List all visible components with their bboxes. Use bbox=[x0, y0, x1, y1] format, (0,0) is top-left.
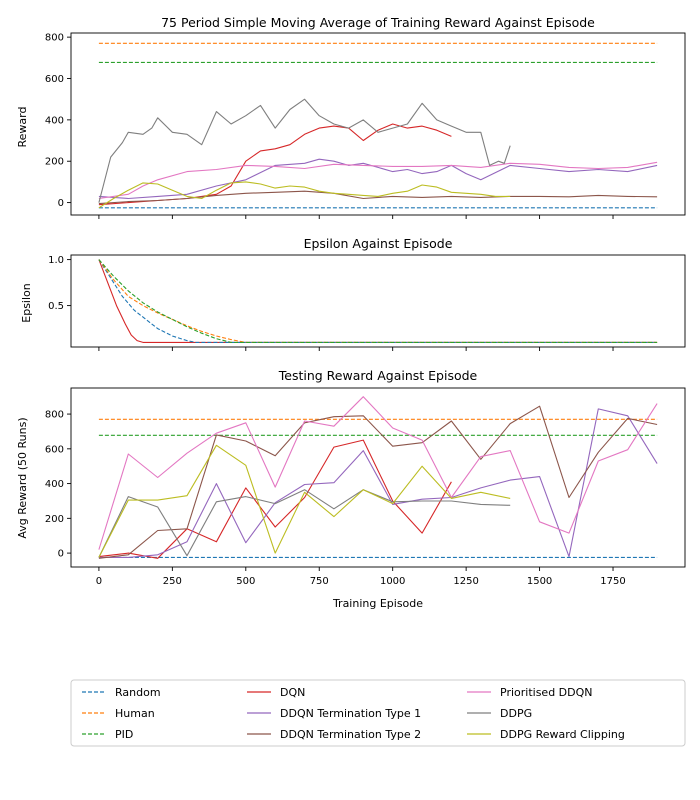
legend-item-ddqn-termination-type-1: DDQN Termination Type 1 bbox=[247, 707, 421, 720]
legend-item-human: Human bbox=[82, 707, 155, 720]
series-line-prioritised-ddqn bbox=[98, 161, 658, 200]
legend-label: Prioritised DDQN bbox=[500, 686, 593, 699]
epsilon-chart: Epsilon Against Episode Epsilon 0.5 1.0 bbox=[20, 236, 686, 351]
series-line-ddpg bbox=[98, 489, 511, 558]
series-line-ddqn-termination-type-1 bbox=[98, 158, 658, 200]
legend-label: DDQN Termination Type 1 bbox=[280, 707, 421, 720]
x-tick-label: 500 bbox=[236, 576, 255, 587]
y-tick-label: 600 bbox=[45, 444, 64, 455]
series-line-ddqn-termination-type-2 bbox=[98, 405, 658, 559]
series-line-random bbox=[98, 259, 658, 343]
series-group bbox=[98, 259, 658, 343]
series-line-ddqn-termination-type-2 bbox=[98, 190, 658, 205]
x-tick-label: 1000 bbox=[380, 576, 405, 587]
y-axis-label: Avg Reward (50 Runs) bbox=[16, 417, 29, 538]
testing-reward-chart: Testing Reward Against Episode Avg Rewar… bbox=[16, 368, 686, 610]
y-tick-label: 400 bbox=[45, 479, 64, 490]
legend-label: DDPG Reward Clipping bbox=[500, 728, 625, 741]
series-line-dqn bbox=[98, 259, 658, 343]
series-line-prioritised-ddqn bbox=[98, 396, 658, 550]
legend-item-pid: PID bbox=[82, 728, 133, 741]
series-line-pid bbox=[98, 259, 658, 343]
legend-frame bbox=[70, 679, 686, 747]
y-tick-label: 0.5 bbox=[48, 301, 64, 312]
legend-label: Random bbox=[115, 686, 161, 699]
chart-title: 75 Period Simple Moving Average of Train… bbox=[161, 15, 595, 30]
legend-item-dqn: DQN bbox=[247, 686, 305, 699]
chart-title: Epsilon Against Episode bbox=[304, 236, 453, 251]
plot-frame bbox=[70, 254, 686, 348]
x-tick-label: 1250 bbox=[453, 576, 478, 587]
x-tick-label: 250 bbox=[163, 576, 182, 587]
y-tick-label: 200 bbox=[45, 514, 64, 525]
legend-item-prioritised-ddqn: Prioritised DDQN bbox=[467, 686, 593, 699]
series-group bbox=[98, 396, 658, 559]
y-tick-label: 800 bbox=[45, 410, 64, 421]
x-tick-label: 0 bbox=[96, 576, 102, 587]
y-tick-label: 800 bbox=[45, 33, 64, 44]
legend-item-ddqn-termination-type-2: DDQN Termination Type 2 bbox=[247, 728, 421, 741]
x-tick-label: 750 bbox=[310, 576, 329, 587]
training-reward-chart: 75 Period Simple Moving Average of Train… bbox=[16, 15, 686, 219]
series-line-ddpg-reward-clipping bbox=[98, 181, 511, 209]
y-tick-label: 0 bbox=[58, 549, 64, 560]
legend-label: PID bbox=[115, 728, 133, 741]
y-axis-label: Epsilon bbox=[20, 283, 33, 323]
legend-label: DQN bbox=[280, 686, 305, 699]
legend-label: Human bbox=[115, 707, 155, 720]
plot-frame bbox=[70, 387, 686, 568]
series-line-ddpg bbox=[98, 98, 511, 203]
y-tick-label: 0 bbox=[58, 198, 64, 209]
legend-label: DDQN Termination Type 2 bbox=[280, 728, 421, 741]
x-tick-label: 1750 bbox=[600, 576, 625, 587]
series-group bbox=[98, 42, 658, 209]
y-tick-label: 1.0 bbox=[48, 255, 64, 266]
y-axis-label: Reward bbox=[16, 107, 29, 148]
y-tick-label: 200 bbox=[45, 157, 64, 168]
series-line-dqn bbox=[98, 439, 452, 559]
chart-title: Testing Reward Against Episode bbox=[278, 368, 478, 383]
x-axis-label: Training Episode bbox=[332, 597, 423, 610]
legend-item-random: Random bbox=[82, 686, 161, 699]
legend-item-ddpg: DDPG bbox=[467, 707, 532, 720]
legend: Random Human PID DQN DDQN Termination Type 1… bbox=[70, 679, 686, 747]
series-line-ddpg-reward-clipping bbox=[98, 444, 511, 558]
x-tick-label: 1500 bbox=[527, 576, 552, 587]
legend-item-ddpg-reward-clipping: DDPG Reward Clipping bbox=[467, 728, 625, 741]
legend-label: DDPG bbox=[500, 707, 532, 720]
y-tick-label: 600 bbox=[45, 74, 64, 85]
plot-frame bbox=[70, 32, 686, 216]
series-line-ddqn-termination-type-1 bbox=[98, 408, 658, 558]
y-tick-label: 400 bbox=[45, 115, 64, 126]
